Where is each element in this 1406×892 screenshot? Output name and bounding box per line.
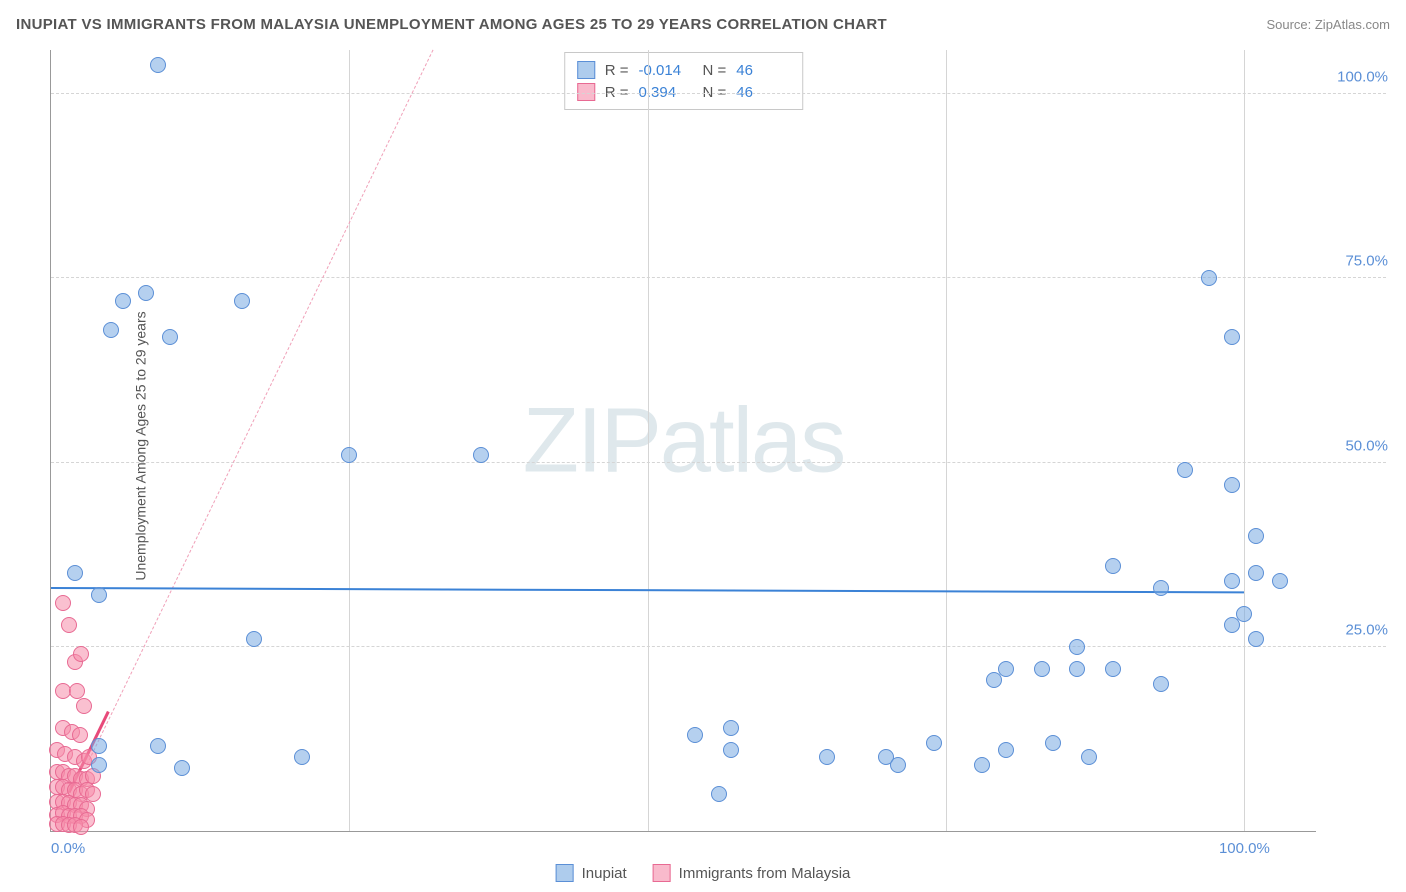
data-point-inupiat	[986, 672, 1002, 688]
watermark-atlas: atlas	[660, 389, 844, 491]
r-label: R =	[605, 84, 629, 101]
data-point-inupiat	[150, 738, 166, 754]
data-point-inupiat	[1224, 573, 1240, 589]
data-point-inupiat	[138, 285, 154, 301]
data-point-malaysia	[72, 727, 88, 743]
scatter-plot-area: ZIPatlas R = -0.014 N = 46 R = 0.394 N =…	[50, 50, 1316, 832]
data-point-inupiat	[91, 587, 107, 603]
swatch-pink-icon	[577, 83, 595, 101]
watermark-zip: ZIP	[523, 389, 660, 491]
x-tick-label: 0.0%	[51, 840, 85, 857]
data-point-inupiat	[1081, 749, 1097, 765]
r-value-malaysia: 0.394	[639, 84, 693, 101]
x-tick-label: 100.0%	[1219, 840, 1270, 857]
n-value-malaysia: 46	[736, 84, 790, 101]
data-point-inupiat	[974, 757, 990, 773]
y-tick-label: 25.0%	[1324, 621, 1388, 638]
data-point-malaysia	[55, 595, 71, 611]
data-point-malaysia	[73, 646, 89, 662]
source-label: Source: ZipAtlas.com	[1266, 17, 1390, 32]
data-point-inupiat	[150, 57, 166, 73]
data-point-inupiat	[723, 720, 739, 736]
data-point-inupiat	[67, 565, 83, 581]
data-point-inupiat	[1153, 580, 1169, 596]
data-point-inupiat	[1248, 631, 1264, 647]
gridline-v	[1244, 50, 1245, 831]
n-label: N =	[703, 62, 727, 79]
data-point-inupiat	[174, 760, 190, 776]
data-point-inupiat	[246, 631, 262, 647]
data-point-inupiat	[473, 447, 489, 463]
data-point-inupiat	[1224, 617, 1240, 633]
data-point-inupiat	[711, 786, 727, 802]
data-point-inupiat	[341, 447, 357, 463]
data-point-inupiat	[1224, 329, 1240, 345]
n-value-inupiat: 46	[736, 62, 790, 79]
data-point-malaysia	[73, 819, 89, 835]
swatch-pink-icon	[653, 864, 671, 882]
swatch-blue-icon	[577, 61, 595, 79]
legend-row-inupiat: R = -0.014 N = 46	[577, 59, 791, 81]
data-point-inupiat	[91, 738, 107, 754]
data-point-inupiat	[819, 749, 835, 765]
data-point-inupiat	[162, 329, 178, 345]
data-point-inupiat	[1105, 661, 1121, 677]
series-legend: Inupiat Immigrants from Malaysia	[556, 864, 851, 882]
chart-title: INUPIAT VS IMMIGRANTS FROM MALAYSIA UNEM…	[16, 16, 887, 33]
data-point-inupiat	[723, 742, 739, 758]
gridline-v	[648, 50, 649, 831]
data-point-inupiat	[1105, 558, 1121, 574]
data-point-inupiat	[1224, 477, 1240, 493]
data-point-inupiat	[103, 322, 119, 338]
data-point-malaysia	[61, 617, 77, 633]
data-point-inupiat	[1069, 661, 1085, 677]
legend-item-malaysia: Immigrants from Malaysia	[653, 864, 851, 882]
n-label: N =	[703, 84, 727, 101]
data-point-malaysia	[76, 698, 92, 714]
data-point-inupiat	[1153, 676, 1169, 692]
legend-label-inupiat: Inupiat	[582, 865, 627, 882]
r-label: R =	[605, 62, 629, 79]
legend-label-malaysia: Immigrants from Malaysia	[679, 865, 851, 882]
data-point-inupiat	[1248, 565, 1264, 581]
y-tick-label: 75.0%	[1324, 253, 1388, 270]
y-tick-label: 100.0%	[1324, 69, 1388, 86]
data-point-inupiat	[1069, 639, 1085, 655]
gridline-v	[946, 50, 947, 831]
data-point-inupiat	[234, 293, 250, 309]
data-point-inupiat	[1272, 573, 1288, 589]
legend-row-malaysia: R = 0.394 N = 46	[577, 81, 791, 103]
data-point-inupiat	[687, 727, 703, 743]
data-point-inupiat	[1045, 735, 1061, 751]
data-point-inupiat	[1248, 528, 1264, 544]
data-point-inupiat	[890, 757, 906, 773]
data-point-inupiat	[926, 735, 942, 751]
swatch-blue-icon	[556, 864, 574, 882]
data-point-inupiat	[1201, 270, 1217, 286]
data-point-inupiat	[1034, 661, 1050, 677]
data-point-inupiat	[1177, 462, 1193, 478]
legend-item-inupiat: Inupiat	[556, 864, 627, 882]
trend-line-malaysia-dashed	[86, 49, 433, 764]
data-point-inupiat	[294, 749, 310, 765]
y-tick-label: 50.0%	[1324, 437, 1388, 454]
gridline-h	[51, 277, 1386, 278]
correlation-legend: R = -0.014 N = 46 R = 0.394 N = 46	[564, 52, 804, 110]
gridline-v	[349, 50, 350, 831]
data-point-inupiat	[91, 757, 107, 773]
data-point-malaysia	[69, 683, 85, 699]
data-point-inupiat	[998, 742, 1014, 758]
gridline-h	[51, 93, 1386, 94]
r-value-inupiat: -0.014	[639, 62, 693, 79]
watermark: ZIPatlas	[523, 388, 844, 493]
data-point-inupiat	[115, 293, 131, 309]
